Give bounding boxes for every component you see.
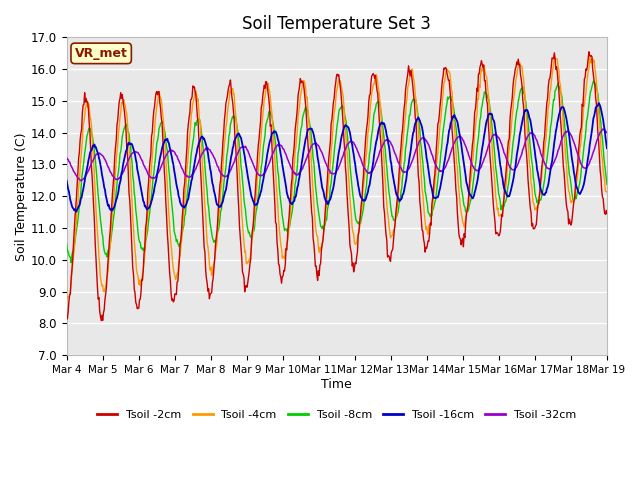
- X-axis label: Time: Time: [321, 378, 352, 391]
- Y-axis label: Soil Temperature (C): Soil Temperature (C): [15, 132, 28, 261]
- Title: Soil Temperature Set 3: Soil Temperature Set 3: [243, 15, 431, 33]
- Legend: Tsoil -2cm, Tsoil -4cm, Tsoil -8cm, Tsoil -16cm, Tsoil -32cm: Tsoil -2cm, Tsoil -4cm, Tsoil -8cm, Tsoi…: [93, 405, 580, 424]
- Text: VR_met: VR_met: [75, 47, 127, 60]
